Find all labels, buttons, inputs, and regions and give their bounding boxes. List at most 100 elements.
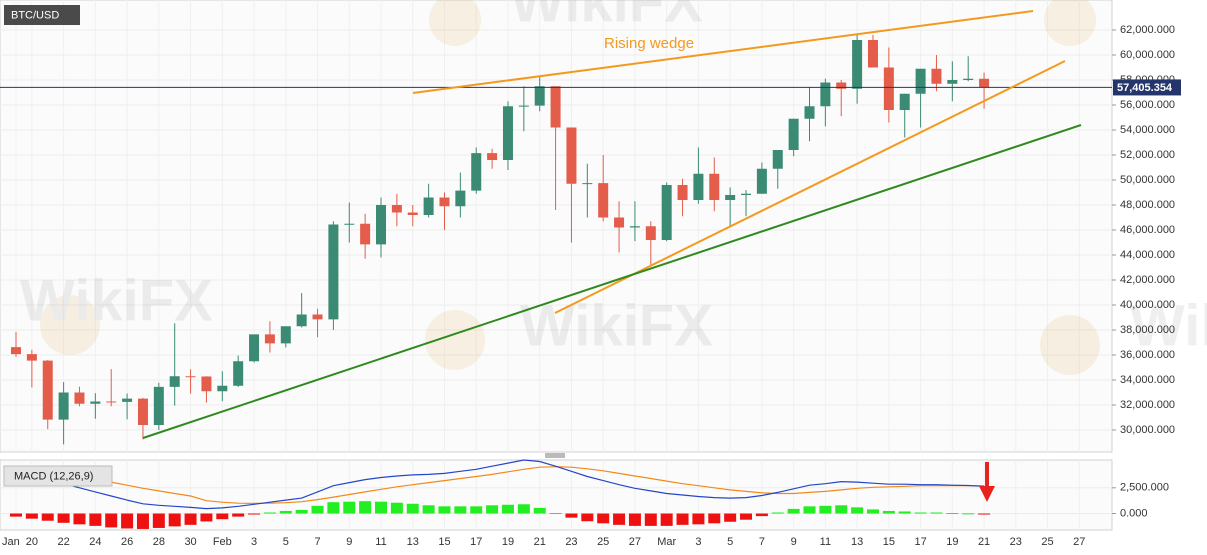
x-tick-label: 11 xyxy=(820,536,831,548)
macd-histogram-bar xyxy=(660,513,673,526)
x-tick-label: 27 xyxy=(629,536,641,548)
macd-histogram-bar xyxy=(486,505,499,514)
candle-body xyxy=(90,401,101,404)
macd-histogram-bar xyxy=(740,513,753,520)
macd-histogram-bar xyxy=(549,513,562,515)
macd-histogram-bar xyxy=(882,510,895,514)
x-tick-label: 22 xyxy=(57,536,69,548)
x-tick-label: Jan xyxy=(2,536,20,548)
macd-histogram-bar xyxy=(10,513,22,517)
wedge-upper-line xyxy=(412,10,1034,94)
candle-body xyxy=(883,67,894,110)
macd-histogram-bar xyxy=(168,513,181,527)
candle-body xyxy=(899,93,910,110)
macd-histogram-bar xyxy=(914,512,927,514)
candle-body xyxy=(137,398,148,425)
macd-histogram-bar xyxy=(454,506,467,514)
candle-body xyxy=(58,392,69,420)
symbol-label: BTC/USD xyxy=(11,9,59,21)
x-tick-label: 25 xyxy=(1041,536,1053,548)
candle-body xyxy=(947,80,958,84)
x-tick-label: 15 xyxy=(438,536,450,548)
candle-body xyxy=(598,183,609,218)
x-tick-label: 15 xyxy=(883,536,895,548)
x-tick-label: Mar xyxy=(657,536,676,548)
x-tick-label: 21 xyxy=(978,536,990,548)
macd-histogram-bar xyxy=(708,513,721,524)
macd-histogram-bar xyxy=(533,507,546,514)
macd-histogram-bar xyxy=(57,513,70,523)
candle-body xyxy=(931,68,942,84)
macd-histogram-bar xyxy=(676,513,689,525)
candle-body xyxy=(820,82,831,107)
last-price-box xyxy=(1113,79,1181,96)
candle-body xyxy=(867,40,878,68)
macd-histogram-bar xyxy=(724,513,737,522)
candle-body xyxy=(233,361,244,386)
macd-histogram-bar xyxy=(375,501,388,514)
macd-histogram-bar xyxy=(25,513,38,519)
candle-body xyxy=(455,190,466,207)
x-tick-label: 23 xyxy=(1010,536,1022,548)
candle-body xyxy=(264,334,275,344)
watermark-logo xyxy=(40,295,100,355)
macd-histogram-bar xyxy=(517,504,530,514)
watermarks: WikiFX WikiFX WikiFX WikiFX xyxy=(20,0,1207,375)
macd-histogram-bar xyxy=(89,513,102,526)
x-tick-label: 25 xyxy=(597,536,609,548)
macd-histogram-bar xyxy=(406,503,419,514)
candle-body xyxy=(645,226,656,240)
candle-body xyxy=(582,183,593,185)
candle-body xyxy=(312,314,323,320)
x-tick-label: 3 xyxy=(695,536,701,548)
x-tick-label: 9 xyxy=(791,536,797,548)
macd-histogram-bar xyxy=(755,513,768,517)
macd-histogram-bar xyxy=(41,513,54,521)
macd-histogram-bar xyxy=(803,506,816,514)
wedge-lower-line xyxy=(554,60,1066,314)
y-tick-label: 62,000.000 xyxy=(1120,24,1175,36)
macd-histogram-bar xyxy=(628,513,641,526)
macd-histogram-bar xyxy=(819,505,832,514)
macd-histogram-bar xyxy=(232,513,245,517)
candle-body xyxy=(376,205,387,245)
watermark: WikiFX xyxy=(1130,293,1207,358)
candle-body xyxy=(661,185,672,240)
x-tick-label: 13 xyxy=(851,536,863,548)
candle-body xyxy=(217,385,228,392)
candle-body xyxy=(201,376,212,392)
y-tick-label: 60,000.000 xyxy=(1120,49,1175,61)
candle-body xyxy=(344,223,355,225)
signal-line xyxy=(15,466,985,505)
macd-histogram-bar xyxy=(263,512,276,514)
macd-histogram-bar xyxy=(216,513,229,520)
x-tick-label: 28 xyxy=(153,536,165,548)
candle-body xyxy=(153,386,164,425)
macd-histogram-bar xyxy=(343,501,356,514)
candle-body xyxy=(852,40,863,89)
candle-body xyxy=(756,168,767,194)
arrow-head xyxy=(979,486,995,502)
candle-body xyxy=(979,78,990,88)
macd-histogram-bar xyxy=(200,513,213,522)
candle-body xyxy=(185,376,196,378)
macd-histogram-bar xyxy=(771,512,784,514)
x-tick-label: 17 xyxy=(914,536,926,548)
y-tick-label: 42,000.000 xyxy=(1120,274,1175,286)
y-tick-label: 54,000.000 xyxy=(1120,124,1175,136)
macd-histogram-bar xyxy=(136,513,149,529)
macd-histogram-bar xyxy=(438,506,451,514)
watermark-logo xyxy=(1044,0,1096,46)
macd-histogram-bar xyxy=(581,513,594,522)
axes: 30,000.000 32,000.000 34,000.000 36,000.000… xyxy=(2,24,1181,548)
marks xyxy=(0,33,1112,529)
x-tick-label: 19 xyxy=(502,536,514,548)
macd-line xyxy=(15,459,985,510)
indicator-box xyxy=(3,465,113,487)
candle-body xyxy=(502,106,513,160)
candle-body xyxy=(249,334,260,362)
symbol-box xyxy=(4,5,80,25)
macd-histogram-bar xyxy=(359,501,372,514)
macd-histogram-bar xyxy=(565,513,578,518)
